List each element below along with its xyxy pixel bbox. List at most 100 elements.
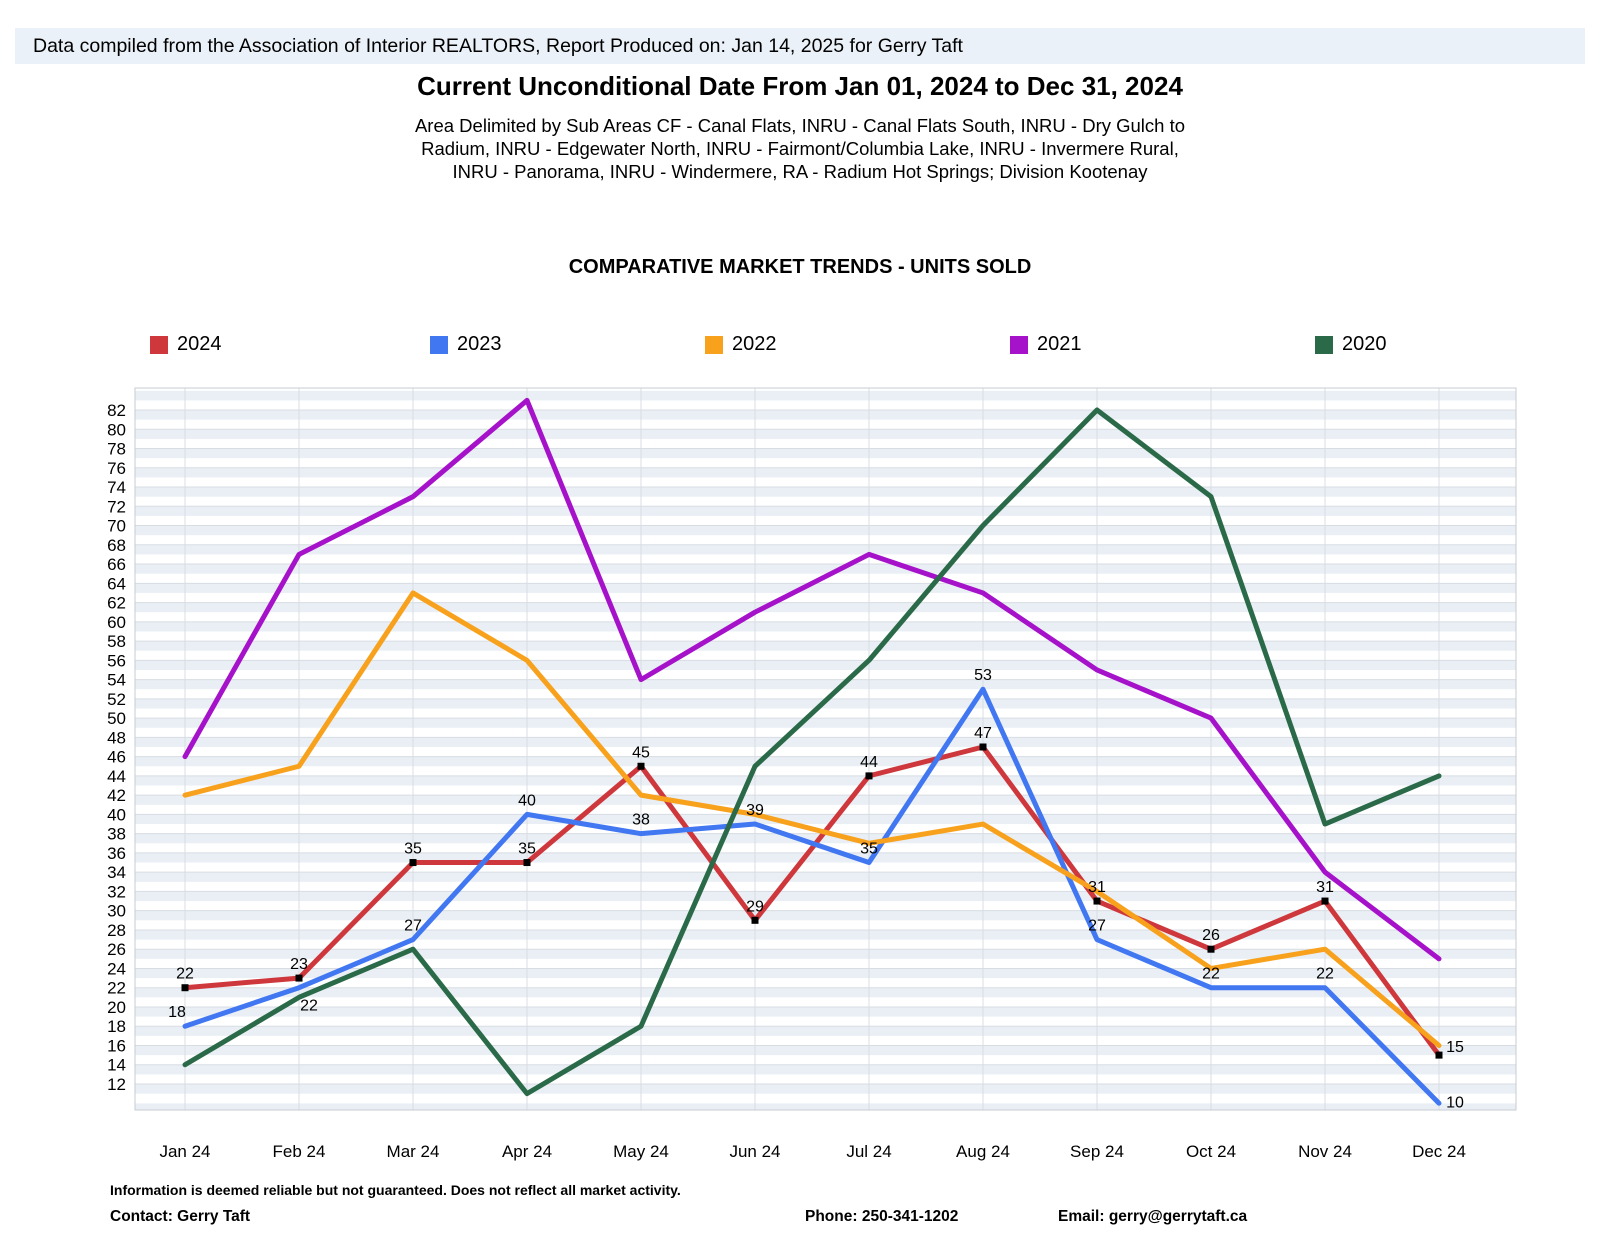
svg-text:82: 82 [107, 401, 126, 420]
info-bar-text: Data compiled from the Association of In… [33, 34, 963, 57]
svg-text:Sep 24: Sep 24 [1070, 1142, 1124, 1161]
gridlines [135, 388, 1516, 1110]
legend-label-2021: 2021 [1037, 333, 1082, 355]
svg-text:Nov 24: Nov 24 [1298, 1142, 1352, 1161]
footer-phone: Phone: 250-341-1202 [805, 1208, 959, 1225]
svg-text:50: 50 [107, 709, 126, 728]
svg-text:Jun 24: Jun 24 [729, 1142, 780, 1161]
svg-text:40: 40 [107, 805, 126, 824]
footer-contact: Contact: Gerry Taft [110, 1208, 251, 1225]
svg-text:40: 40 [518, 792, 536, 809]
svg-text:54: 54 [107, 671, 126, 690]
svg-text:76: 76 [107, 459, 126, 478]
svg-text:46: 46 [107, 748, 126, 767]
legend-item-2021: 2021 [1010, 333, 1082, 356]
svg-text:16: 16 [107, 1036, 126, 1055]
svg-text:58: 58 [107, 632, 126, 651]
series-markers-2024 [181, 743, 1443, 1059]
series-line-2022 [182, 590, 1442, 1048]
svg-text:72: 72 [107, 497, 126, 516]
svg-text:62: 62 [107, 594, 126, 613]
series-point-labels-2023: 18 22 27 40 38 39 35 53 27 22 22 10 [168, 667, 1464, 1111]
report-subtitle-line-2: Radium, INRU - Edgewater North, INRU - F… [421, 138, 1179, 159]
svg-text:Jul 24: Jul 24 [846, 1142, 891, 1161]
legend-item-2020: 2020 [1315, 333, 1387, 356]
svg-text:56: 56 [107, 651, 126, 670]
legend-label-2020: 2020 [1342, 333, 1387, 355]
svg-text:78: 78 [107, 440, 126, 459]
svg-text:Feb 24: Feb 24 [273, 1142, 326, 1161]
svg-text:68: 68 [107, 536, 126, 555]
svg-text:53: 53 [974, 667, 992, 684]
svg-text:74: 74 [107, 478, 126, 497]
svg-text:48: 48 [107, 728, 126, 747]
svg-text:22: 22 [1316, 966, 1334, 983]
svg-text:14: 14 [107, 1056, 126, 1075]
legend-swatch-2022 [705, 335, 723, 354]
legend-label-2024: 2024 [177, 333, 222, 355]
svg-text:52: 52 [107, 690, 126, 709]
svg-text:18: 18 [107, 1017, 126, 1036]
svg-text:22: 22 [107, 979, 126, 998]
plot-background [135, 388, 1516, 1110]
legend-swatch-2020 [1315, 335, 1333, 354]
legend-item-2022: 2022 [705, 333, 777, 356]
svg-text:Apr 24: Apr 24 [502, 1142, 552, 1161]
svg-text:24: 24 [107, 959, 126, 978]
report-subtitle-line-1: Area Delimited by Sub Areas CF - Canal F… [414, 115, 1186, 136]
svg-text:47: 47 [974, 725, 992, 742]
svg-text:28: 28 [107, 921, 126, 940]
series-line-2024 [182, 744, 1442, 1058]
plot-border [134, 387, 1517, 1111]
svg-text:36: 36 [107, 844, 126, 863]
svg-text:66: 66 [107, 555, 126, 574]
svg-text:35: 35 [518, 841, 536, 858]
svg-text:31: 31 [1088, 879, 1106, 896]
svg-text:10: 10 [1446, 1094, 1464, 1111]
series-line-2021 [182, 397, 1442, 962]
series-line-2023 [182, 686, 1442, 1106]
svg-text:22: 22 [1202, 966, 1220, 983]
svg-text:Dec 24: Dec 24 [1412, 1142, 1466, 1161]
svg-text:15: 15 [1446, 1039, 1464, 1056]
svg-text:32: 32 [107, 882, 126, 901]
svg-text:60: 60 [107, 613, 126, 632]
svg-text:May 24: May 24 [613, 1142, 669, 1161]
svg-text:35: 35 [860, 841, 878, 858]
report-title: Current Unconditional Date From Jan 01, … [417, 71, 1183, 101]
svg-text:22: 22 [300, 998, 318, 1015]
svg-text:38: 38 [632, 812, 650, 829]
svg-text:64: 64 [107, 574, 126, 593]
legend-swatch-2021 [1010, 335, 1028, 354]
report-subtitle: Area Delimited by Sub Areas CF - Canal F… [0, 114, 1600, 183]
svg-text:23: 23 [290, 956, 308, 973]
x-axis-labels: Jan 24 Feb 24 Mar 24 Apr 24 May 24 Jun 24 Jul … [159, 1142, 1465, 1161]
svg-text:45: 45 [632, 744, 650, 761]
chart-title: COMPARATIVE MARKET TRENDS - UNITS SOLD [568, 256, 1032, 278]
legend-swatch-2023 [430, 335, 448, 354]
svg-text:39: 39 [746, 802, 764, 819]
svg-text:Jan 24: Jan 24 [159, 1142, 210, 1161]
legend-label-2022: 2022 [732, 333, 777, 355]
svg-text:Mar 24: Mar 24 [387, 1142, 440, 1161]
svg-text:34: 34 [107, 863, 126, 882]
series-point-labels-2024: 22 23 35 35 45 29 44 47 31 26 31 15 [176, 725, 1464, 1056]
svg-text:30: 30 [107, 902, 126, 921]
svg-text:35: 35 [404, 841, 422, 858]
svg-text:29: 29 [746, 898, 764, 915]
svg-text:26: 26 [107, 940, 126, 959]
info-bar: Data compiled from the Association of In… [15, 28, 1585, 64]
chart-legend: 2024 2023 2022 2021 2020 [0, 333, 1600, 363]
svg-text:Aug 24: Aug 24 [956, 1142, 1010, 1161]
legend-item-2023: 2023 [430, 333, 502, 356]
svg-text:12: 12 [107, 1075, 126, 1094]
legend-item-2024: 2024 [150, 333, 222, 356]
y-axis-labels: 1214161820222426283032343638404244464850… [107, 401, 126, 1094]
svg-text:22: 22 [176, 966, 194, 983]
svg-text:26: 26 [1202, 927, 1220, 944]
legend-swatch-2024 [150, 335, 168, 354]
footer-disclaimer: Information is deemed reliable but not g… [110, 1182, 681, 1198]
svg-text:44: 44 [107, 767, 126, 786]
svg-text:80: 80 [107, 420, 126, 439]
svg-text:38: 38 [107, 825, 126, 844]
